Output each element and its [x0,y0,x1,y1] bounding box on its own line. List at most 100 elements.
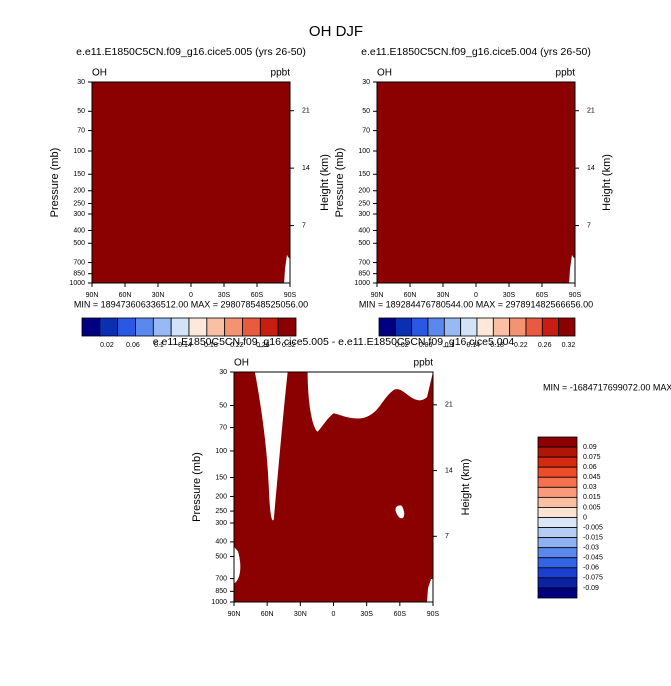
y-tick-label: 50 [219,402,227,409]
colorbar-box [277,317,297,337]
colorbar-label: 0.09 [583,444,597,451]
contour-gap [569,254,575,283]
colorbar-box [537,527,578,539]
y-tick-label: 400 [215,539,227,546]
colorbar-box [394,317,413,337]
colorbar-label: 0.03 [583,484,597,491]
colorbar-box [537,476,578,488]
y-tick-label: 400 [73,227,85,234]
colorbar-label: 0.18 [204,342,218,349]
colorbar-label: -0.03 [583,545,599,552]
colorbar-box [188,317,208,337]
y-tick-label: 70 [362,127,370,134]
colorbar-box [537,436,578,448]
x-tick-label: 30N [152,292,165,299]
y-tick-label: 1000 [211,599,227,606]
y-tick-label: 150 [73,171,85,178]
colorbar-label: 0.06 [419,342,433,349]
x-tick-label: 60S [251,292,264,299]
colorbar-box [537,496,578,508]
y2-tick-label: 7 [445,533,449,540]
x-tick-label: 90S [284,292,297,299]
colorbar-box [537,446,578,458]
colorbar-label: 0.075 [583,454,601,461]
y-tick-label: 30 [362,79,370,86]
colorbar-label: -0.075 [583,575,603,582]
x-tick-label: 90N [371,292,384,299]
right-label: ppbt [414,358,434,369]
x-tick-label: 30S [360,611,373,618]
colorbar-box [117,317,136,337]
colorbar-label: 0.32 [562,342,576,349]
y-tick-label: 150 [358,171,370,178]
colorbar-box [170,317,190,337]
contour-panel: e.e11.E1850C5CN.f09_g16.cice5.004 (yrs 2… [334,46,613,349]
colorbar-box [135,317,154,337]
colorbar-label: 0.1 [445,342,455,349]
contour-gap [395,505,405,519]
colorbar-box [537,547,578,559]
y-tick-label: 500 [73,240,85,247]
panel-title: e.e11.E1850C5CN.f09_g16.cice5.004 (yrs 2… [361,46,591,58]
colorbar-box [537,567,578,579]
contour-gap [427,579,433,602]
x-tick-label: 60N [261,611,274,618]
y-tick-label: 70 [219,424,227,431]
y-tick-label: 250 [358,200,370,207]
y-tick-label: 70 [77,127,85,134]
colorbar-label: -0.005 [583,524,603,531]
x-tick-label: 90S [427,611,440,618]
colorbar-box [224,317,243,337]
y-tick-label: 50 [362,108,370,115]
colorbar-label: 0.14 [466,342,480,349]
colorbar-box [427,317,445,337]
y-tick-label: 300 [73,211,85,218]
contour-panel: e.e11.E1850C5CN.f09_g16.cice5.005 - e.e1… [153,336,671,618]
colorbar-label: -0.06 [583,565,599,572]
colorbar-box [378,317,396,337]
colorbar-box [460,317,478,337]
y-tick-label: 1000 [354,280,370,287]
right-label: ppbt [556,68,576,79]
y-axis-label: Pressure (mb) [334,148,346,218]
y-tick-label: 700 [73,259,85,266]
colorbar-label: 0.015 [583,494,601,501]
stats: MIN = 189284476780544.00 MAX = 297891482… [359,299,593,309]
y-tick-label: 1000 [69,280,85,287]
x-tick-label: 60S [536,292,549,299]
y-tick-label: 250 [73,200,85,207]
colorbar-label: -0.015 [583,534,603,541]
panel-title: e.e11.E1850C5CN.f09_g16.cice5.005 - e.e1… [153,336,515,348]
y2-tick-label: 21 [302,108,310,115]
y2-axis-label: Height (km) [460,459,472,516]
y-tick-label: 500 [358,240,370,247]
y-tick-label: 700 [358,259,370,266]
colorbar-box [537,456,578,468]
contour-gap [284,254,290,283]
colorbar-label: 0.06 [126,342,140,349]
colorbar-label: 0.22 [514,342,528,349]
colorbar-box [537,577,578,589]
y-tick-label: 100 [215,448,227,455]
y-tick-label: 300 [358,211,370,218]
colorbar-box [443,317,462,337]
colorbar-box [541,317,560,337]
y-tick-label: 100 [73,148,85,155]
y-tick-label: 400 [358,227,370,234]
colorbar-label: 0.26 [538,342,552,349]
y-tick-label: 250 [215,508,227,515]
x-tick-label: 0 [332,611,336,618]
y-tick-label: 200 [358,188,370,195]
colorbar-label: 0.26 [256,342,270,349]
panel-title: e.e11.E1850C5CN.f09_g16.cice5.005 (yrs 2… [76,46,306,58]
colorbar-box [525,317,543,337]
left-label: OH [377,68,392,79]
x-tick-label: 30N [294,611,307,618]
y-tick-label: 30 [77,79,85,86]
y-tick-label: 100 [358,148,370,155]
colorbar-box [537,517,578,528]
colorbar-box [81,317,101,337]
x-tick-label: 30S [503,292,516,299]
colorbar-label: 0.14 [178,342,192,349]
colorbar-label: 0.02 [395,342,409,349]
